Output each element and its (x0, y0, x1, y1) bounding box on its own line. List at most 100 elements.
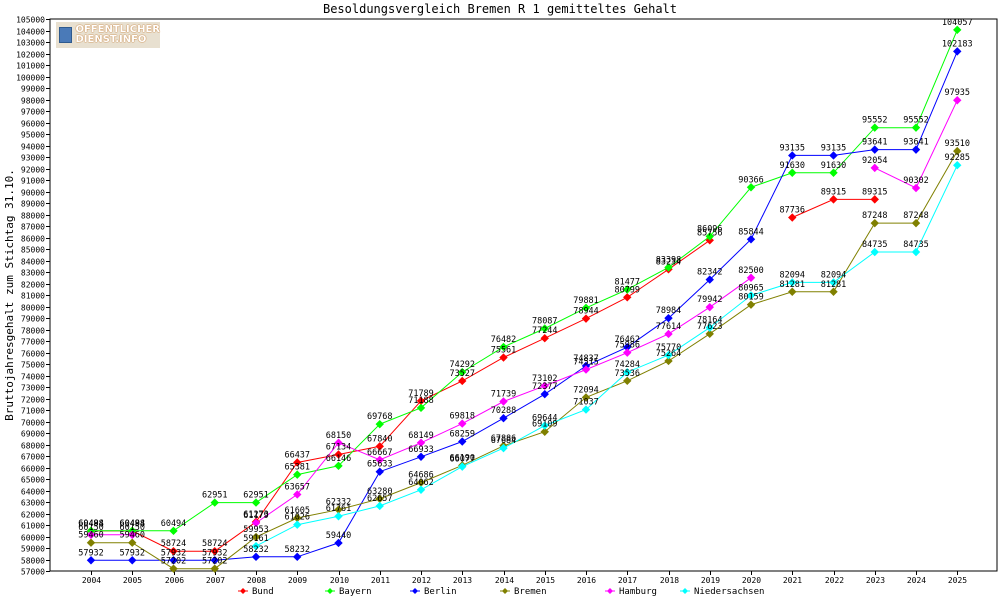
data-point (210, 498, 219, 507)
data-point (829, 168, 838, 177)
y-tick-label: 92000 (21, 166, 45, 175)
x-tick-label: 2005 (123, 576, 142, 585)
y-tick-label: 99000 (21, 85, 45, 94)
y-tick-label: 87000 (21, 223, 45, 232)
data-point (458, 376, 467, 386)
data-point (705, 323, 714, 332)
data-label: 59953 (243, 525, 269, 535)
data-point (664, 356, 673, 366)
y-tick-label: 62000 (21, 511, 45, 520)
data-label: 91630 (779, 161, 805, 171)
x-tick-label: 2008 (247, 576, 266, 585)
data-label: 62657 (367, 494, 393, 504)
data-label: 85756 (697, 228, 723, 238)
data-label: 60150 (78, 523, 104, 533)
data-point (375, 442, 384, 451)
data-label: 73527 (449, 369, 475, 379)
data-label: 71037 (573, 398, 599, 408)
data-point (829, 278, 838, 287)
plot-frame (49, 18, 998, 572)
data-label: 66933 (408, 445, 434, 455)
data-point (829, 195, 838, 204)
y-tick-label: 74000 (21, 373, 45, 382)
data-label: 69818 (449, 412, 475, 422)
data-label: 82094 (779, 270, 805, 280)
data-point (499, 353, 508, 362)
data-label: 97935 (944, 88, 970, 98)
y-tick-label: 104000 (16, 28, 45, 37)
data-label: 95552 (903, 116, 929, 126)
y-tick-label: 75000 (21, 361, 45, 370)
data-point (540, 421, 549, 430)
x-tick-label: 2017 (618, 576, 637, 585)
data-point (499, 342, 508, 352)
data-label: 64686 (408, 471, 434, 481)
data-point (581, 303, 591, 313)
data-point (210, 556, 219, 565)
data-point (458, 419, 467, 428)
data-label: 66667 (367, 448, 393, 458)
data-point (375, 501, 384, 511)
data-point (334, 450, 343, 459)
data-point (251, 532, 261, 542)
data-label: 67684 (491, 436, 517, 446)
y-tick-label: 81000 (21, 292, 45, 301)
data-label: 84735 (903, 240, 929, 250)
data-point (251, 498, 261, 507)
data-label: 61026 (284, 513, 310, 523)
data-label: 72377 (532, 382, 558, 392)
data-label: 93510 (944, 139, 970, 149)
data-point (870, 247, 879, 257)
data-label: 89315 (862, 187, 888, 197)
y-tick-label: 83000 (21, 269, 45, 278)
data-point (128, 538, 137, 547)
data-point (375, 455, 384, 465)
data-label: 67886 (491, 434, 517, 444)
data-point (169, 564, 178, 573)
y-tick-label: 98000 (21, 97, 45, 106)
x-tick-label: 2014 (495, 576, 514, 585)
data-label: 62951 (202, 491, 228, 501)
legend-marker (682, 588, 688, 594)
data-label: 65633 (367, 460, 393, 470)
x-tick-label: 2018 (660, 576, 679, 585)
y-tick-label: 100000 (16, 74, 45, 83)
data-point (788, 168, 797, 177)
data-point (623, 285, 632, 294)
data-point (788, 151, 797, 160)
data-point (334, 538, 343, 548)
data-point (210, 546, 219, 556)
data-point (251, 552, 261, 562)
data-point (293, 552, 302, 562)
data-point (499, 413, 508, 423)
y-tick-label: 95000 (21, 131, 45, 140)
data-point (870, 123, 879, 132)
y-tick-label: 82000 (21, 281, 45, 290)
y-tick-label: 80000 (21, 304, 45, 313)
data-point (623, 348, 632, 357)
data-label: 74515 (573, 358, 599, 368)
data-label: 75264 (656, 349, 682, 359)
data-label: 93135 (779, 143, 805, 153)
data-label: 73102 (532, 374, 558, 384)
data-point (705, 275, 714, 284)
data-point (540, 427, 549, 436)
data-label: 61761 (326, 504, 352, 514)
data-point (128, 530, 137, 539)
data-point (953, 161, 962, 170)
series-line-bayern (91, 29, 958, 532)
chart-title: Besoldungsvergleich Bremen R 1 gemittelt… (323, 2, 677, 16)
data-label: 65381 (284, 463, 310, 473)
data-label: 90302 (903, 176, 929, 186)
data-label: 66437 (284, 450, 310, 460)
data-label: 77244 (532, 326, 558, 336)
legend-marker (412, 588, 418, 594)
data-point (458, 437, 467, 446)
data-label: 57932 (119, 548, 145, 558)
data-label: 80159 (738, 293, 764, 303)
data-label: 58724 (202, 539, 228, 549)
data-point (581, 365, 591, 374)
y-tick-label: 78000 (21, 327, 45, 336)
data-point (870, 145, 879, 154)
